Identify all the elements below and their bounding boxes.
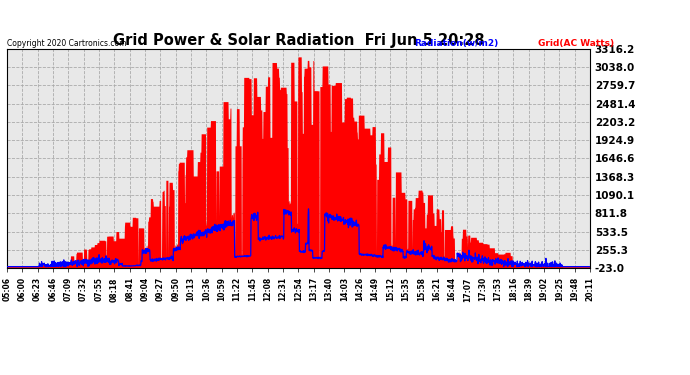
Text: Grid(AC Watts): Grid(AC Watts) [538, 39, 614, 48]
Title: Grid Power & Solar Radiation  Fri Jun 5 20:28: Grid Power & Solar Radiation Fri Jun 5 2… [112, 33, 484, 48]
Text: Copyright 2020 Cartronics.com: Copyright 2020 Cartronics.com [7, 39, 126, 48]
Text: Radiation(w/m2): Radiation(w/m2) [414, 39, 498, 48]
